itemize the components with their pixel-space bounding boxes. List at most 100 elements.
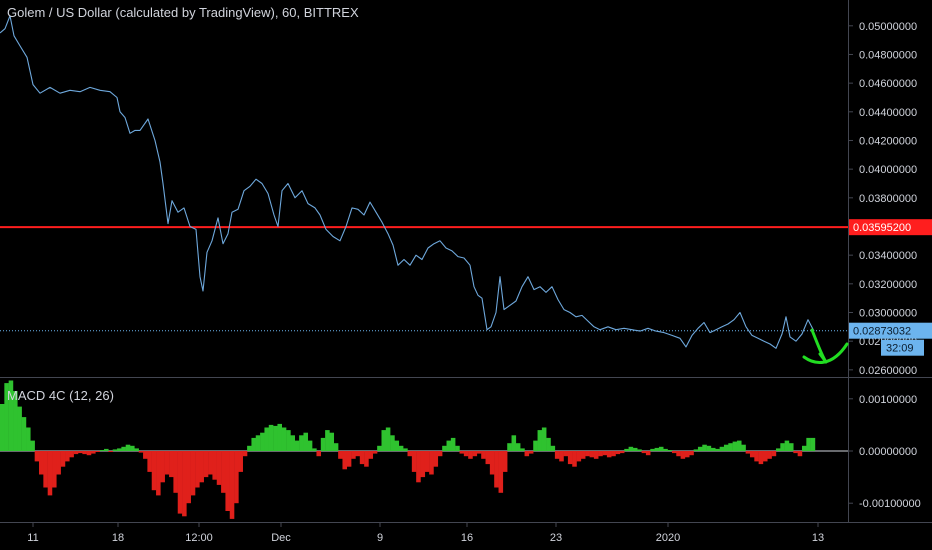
macd-bar — [95, 451, 100, 452]
macd-bar — [710, 447, 716, 451]
macd-bar — [164, 451, 170, 475]
macd-bar — [793, 451, 798, 454]
macd-bar — [606, 451, 612, 458]
macd-bar — [455, 445, 460, 451]
macd-bar — [312, 448, 317, 451]
macd-bar — [273, 425, 278, 451]
macd-bar — [385, 427, 391, 451]
macd-bar — [251, 437, 256, 451]
price-tick-label: 0.03000000 — [859, 307, 917, 319]
macd-bar — [208, 451, 213, 475]
macd-bar — [134, 448, 139, 451]
macd-bar — [82, 451, 87, 455]
macd-bar — [494, 451, 499, 488]
macd-bar — [689, 451, 694, 456]
macd-bar — [459, 451, 465, 454]
macd-bar — [329, 432, 335, 451]
macd-bar — [437, 451, 443, 457]
macd-bar — [498, 451, 504, 493]
macd-bar — [602, 451, 608, 456]
macd-bar — [715, 448, 720, 451]
macd-bar — [472, 451, 478, 457]
macd-bar — [277, 423, 282, 451]
macd-bar — [429, 451, 434, 475]
macd-bar — [463, 451, 469, 457]
macd-bar — [372, 451, 378, 454]
macd-bar — [485, 451, 491, 465]
macd-bar — [268, 424, 274, 451]
macd-bar — [719, 446, 725, 451]
macd-bar — [221, 451, 226, 493]
macd-bar — [741, 444, 746, 451]
macd-bar — [576, 451, 582, 462]
macd-bar — [593, 451, 599, 459]
macd-bar — [806, 437, 811, 451]
macd-bar — [190, 451, 196, 496]
macd-bar — [195, 451, 200, 488]
macd-bar — [567, 451, 573, 465]
macd-bar — [60, 451, 66, 467]
macd-bar — [138, 451, 144, 453]
macd-bar — [359, 451, 365, 465]
macd-bar — [559, 451, 564, 462]
macd-bar — [780, 443, 785, 451]
time-tick-label: Dec — [271, 532, 291, 544]
macd-bar — [199, 451, 204, 483]
time-x-axis: 11 18 12:00 Dec 9 16 23 2020 13 — [27, 523, 824, 544]
macd-bar — [17, 406, 22, 451]
macd-bar — [333, 443, 339, 451]
macd-bar — [416, 451, 421, 483]
macd-bar — [69, 451, 74, 458]
macd-bar — [788, 443, 794, 451]
macd-bar — [112, 449, 118, 451]
macd-bar — [238, 451, 243, 472]
macd-bar — [424, 451, 430, 472]
price-tick-label: 0.04800000 — [859, 49, 917, 61]
macd-bar — [91, 451, 96, 454]
macd-bar — [446, 440, 452, 451]
macd-bar — [234, 451, 239, 504]
macd-bar — [56, 451, 61, 475]
time-tick-label: 9 — [377, 532, 383, 544]
macd-bar — [624, 448, 629, 451]
bar-countdown: 32:09 — [886, 343, 914, 355]
annotation-arrow[interactable] — [802, 328, 849, 364]
macd-bar — [394, 440, 400, 451]
macd-bar — [355, 451, 361, 457]
macd-bar — [290, 435, 295, 451]
macd-bar — [182, 451, 187, 517]
macd-bar — [338, 451, 343, 459]
macd-bar — [117, 448, 122, 451]
chart-title[interactable]: Golem / US Dollar (calculated by Trading… — [7, 5, 359, 20]
macd-bar — [580, 451, 586, 459]
macd-bar — [156, 451, 161, 496]
macd-bar — [260, 432, 265, 451]
macd-bar — [299, 435, 304, 451]
macd-bar — [476, 451, 482, 454]
macd-bar — [554, 451, 560, 459]
macd-bar — [671, 451, 677, 454]
time-tick-label: 13 — [812, 532, 824, 544]
price-tick-label: 0.03400000 — [859, 250, 917, 262]
macd-bar — [520, 448, 525, 451]
macd-bar — [39, 451, 44, 475]
macd-bar — [619, 451, 625, 454]
macd-bar — [754, 451, 759, 462]
macd-bar — [65, 451, 70, 462]
macd-tick-label: 0.00000000 — [859, 446, 917, 458]
macd-bar — [43, 451, 48, 488]
macd-bar — [511, 435, 517, 451]
macd-bar — [537, 430, 543, 451]
price-tick-label: 0.03800000 — [859, 193, 917, 205]
time-tick-label: 2020 — [656, 532, 680, 544]
macd-bar — [169, 451, 174, 478]
macd-bar — [130, 445, 135, 451]
macd-bar — [589, 451, 595, 458]
macd-indicator-title[interactable]: MACD 4C (12, 26) — [7, 388, 114, 403]
macd-bar — [697, 446, 703, 451]
macd-bar — [255, 435, 261, 451]
macd-bar — [381, 430, 387, 451]
macd-bar — [524, 451, 530, 457]
macd-bar — [784, 440, 790, 451]
macd-bar — [550, 445, 556, 451]
